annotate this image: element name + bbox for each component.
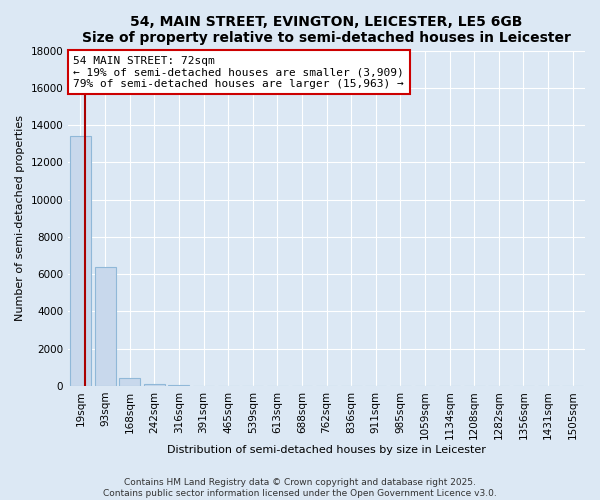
Bar	[95, 266, 116, 386]
Text: 54 MAIN STREET: 72sqm
← 19% of semi-detached houses are smaller (3,909)
79% of s: 54 MAIN STREET: 72sqm ← 19% of semi-deta…	[73, 56, 404, 89]
Bar	[144, 384, 165, 386]
Bar	[70, 136, 91, 386]
Bar	[119, 378, 140, 386]
Text: Contains HM Land Registry data © Crown copyright and database right 2025.
Contai: Contains HM Land Registry data © Crown c…	[103, 478, 497, 498]
Y-axis label: Number of semi-detached properties: Number of semi-detached properties	[15, 115, 25, 321]
X-axis label: Distribution of semi-detached houses by size in Leicester: Distribution of semi-detached houses by …	[167, 445, 486, 455]
Title: 54, MAIN STREET, EVINGTON, LEICESTER, LE5 6GB
Size of property relative to semi-: 54, MAIN STREET, EVINGTON, LEICESTER, LE…	[82, 15, 571, 45]
